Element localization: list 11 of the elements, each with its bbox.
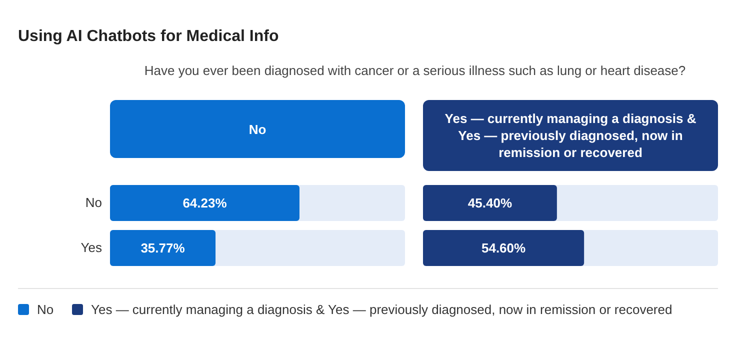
chart-title: Using AI Chatbots for Medical Info bbox=[18, 28, 279, 46]
legend-label: No bbox=[37, 302, 54, 317]
chart-subtitle: Have you ever been diagnosed with cancer or a serious illness such as lung or heart disease? bbox=[143, 63, 687, 78]
data-label: 54.60% bbox=[481, 240, 526, 256]
text: No bbox=[248, 122, 266, 136]
text: Yes — currently managing a diagnosis & Yes — previously diagnosed, now in remission or recovered bbox=[444, 111, 696, 160]
data-label: 45.40% bbox=[468, 196, 512, 211]
legend-label: Yes — currently managing a diagnosis & Yes — previously diagnosed, now in remission or recovered bbox=[91, 302, 672, 317]
data-label: 35.77% bbox=[140, 240, 186, 256]
data-label: 64.23% bbox=[182, 196, 228, 211]
y-tick-label: Yes bbox=[80, 240, 102, 256]
